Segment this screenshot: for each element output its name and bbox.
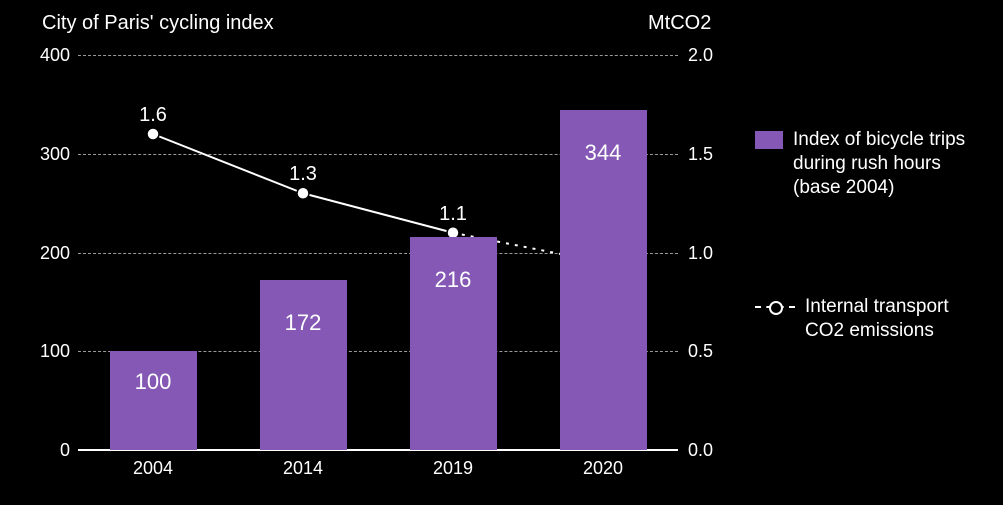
bar-value-label: 344: [585, 140, 622, 166]
chart-container: City of Paris' cycling index MtCO2 100 17…: [0, 0, 1003, 505]
y-axis-left-title: City of Paris' cycling index: [42, 12, 274, 35]
y-right-tick: 0.0: [688, 440, 713, 461]
y-left-tick: 0: [60, 440, 70, 461]
y-axis-right-title: MtCO2: [648, 12, 711, 35]
line-segment: [153, 134, 303, 193]
line-value-label: 1.3: [289, 163, 317, 186]
y-right-tick: 1.5: [688, 144, 713, 165]
legend-line-label: Internal transport CO2 emissions: [805, 295, 985, 343]
legend-bar-label: Index of bicycle trips during rush hours…: [793, 128, 985, 199]
y-right-tick: 0.5: [688, 341, 713, 362]
x-tick: 2019: [433, 458, 473, 479]
bar: [260, 280, 347, 450]
line-value-label: 1.1: [439, 203, 467, 226]
legend-bar-series: Index of bicycle trips during rush hours…: [755, 128, 985, 199]
line-value-label: 1.6: [139, 104, 167, 127]
x-tick: 2020: [583, 458, 623, 479]
line-segment: [303, 193, 453, 233]
bar: [110, 351, 197, 450]
y-right-tick: 1.0: [688, 243, 713, 264]
x-tick: 2004: [133, 458, 173, 479]
x-tick: 2014: [283, 458, 323, 479]
line-marker: [147, 128, 159, 140]
legend-bar-swatch: [755, 131, 783, 149]
y-left-tick: 300: [40, 144, 70, 165]
y-left-tick: 400: [40, 45, 70, 66]
legend-line-swatch: [755, 298, 795, 316]
legend-line-series: Internal transport CO2 emissions: [755, 295, 985, 343]
bar-value-label: 100: [135, 369, 172, 395]
bar-value-label: 216: [435, 267, 472, 293]
bar-value-label: 172: [285, 310, 322, 336]
line-marker: [297, 187, 309, 199]
y-right-tick: 2.0: [688, 45, 713, 66]
y-left-tick: 200: [40, 243, 70, 264]
y-left-tick: 100: [40, 341, 70, 362]
plot-area: 100 172 216 344 1.6 1.3 1.1: [78, 55, 678, 450]
